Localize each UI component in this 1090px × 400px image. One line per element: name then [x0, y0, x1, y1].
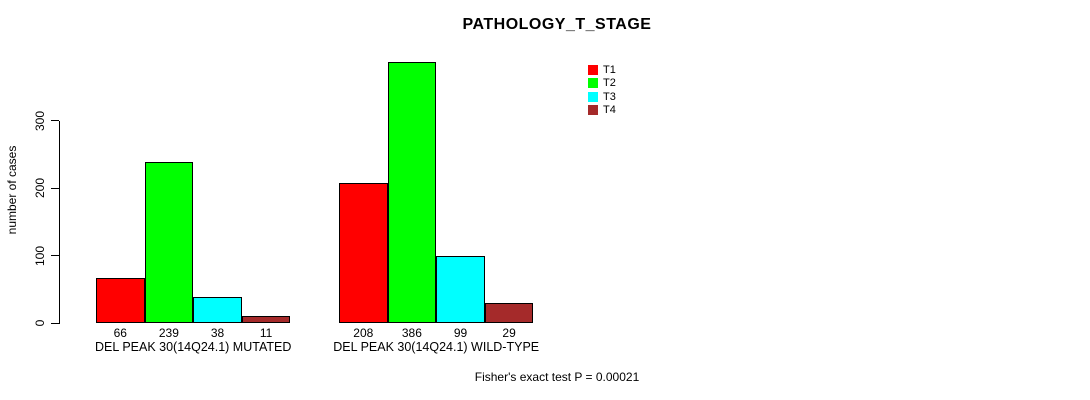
legend-label: T4 — [603, 104, 616, 117]
category-label: DEL PEAK 30(14Q24.1) WILD-TYPE — [333, 340, 540, 354]
y-tick-mark — [51, 322, 59, 324]
y-axis-line — [59, 120, 60, 324]
y-tick-label: 300 — [33, 110, 47, 131]
bar-t1-group2 — [339, 182, 388, 323]
chart-title: PATHOLOGY_T_STAGE — [462, 16, 652, 33]
fisher-test-annotation: Fisher's exact test P = 0.00021 — [474, 370, 640, 384]
legend-label: T3 — [603, 90, 616, 103]
bar-value-label: 239 — [158, 326, 179, 340]
y-tick-label: 100 — [33, 245, 47, 266]
bar-t3-group1 — [193, 297, 242, 323]
category-label: DEL PEAK 30(14Q24.1) MUTATED — [95, 340, 292, 354]
y-tick-mark — [51, 255, 59, 256]
legend-swatch-t2 — [588, 78, 598, 89]
bar-value-label: 29 — [502, 326, 516, 340]
bar-value-label: 386 — [401, 326, 422, 340]
bar-value-label: 38 — [210, 326, 225, 340]
legend-item-t3: T3 — [588, 91, 616, 103]
bar-t2-group1 — [144, 161, 194, 323]
bar-value-label: 66 — [113, 326, 127, 340]
y-tick-label: 200 — [33, 177, 47, 199]
y-axis-title: number of cases — [5, 145, 19, 235]
bar-t3-group2 — [436, 256, 485, 323]
legend-item-t4: T4 — [588, 104, 616, 116]
bar-value-label: 208 — [353, 326, 374, 340]
y-tick-mark — [51, 120, 59, 121]
legend-item-t2: T2 — [588, 77, 616, 89]
bar-t4-group1 — [241, 315, 291, 323]
legend-swatch-t4 — [588, 105, 598, 116]
legend-label: T2 — [603, 77, 616, 90]
bar-t4-group2 — [484, 303, 534, 323]
legend-swatch-t3 — [588, 91, 598, 102]
bar-t2-group2 — [387, 62, 437, 323]
legend-swatch-t1 — [588, 65, 598, 75]
bar-value-label: 11 — [259, 326, 273, 340]
y-tick-mark — [51, 187, 59, 189]
legend-item-t1: T1 — [588, 64, 616, 76]
y-tick-label: 0 — [33, 319, 47, 327]
bar-value-label: 99 — [453, 326, 468, 340]
bar-t1-group1 — [96, 278, 145, 323]
legend-label: T1 — [603, 64, 616, 76]
